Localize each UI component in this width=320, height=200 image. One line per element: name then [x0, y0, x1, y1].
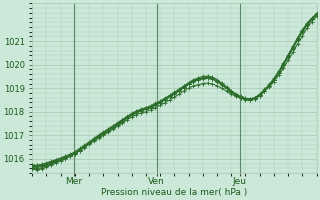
- X-axis label: Pression niveau de la mer( hPa ): Pression niveau de la mer( hPa ): [101, 188, 247, 197]
